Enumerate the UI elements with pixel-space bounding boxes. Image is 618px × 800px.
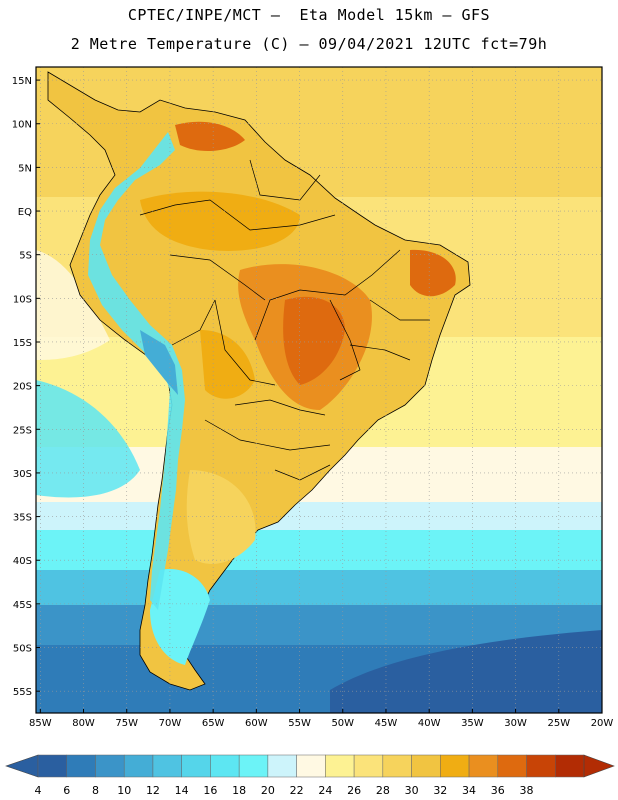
colorbar-arrow-right bbox=[583, 754, 615, 778]
lat-label: 5N bbox=[18, 163, 32, 174]
colorbar-label: 6 bbox=[63, 784, 70, 797]
colorbar-swatch bbox=[526, 754, 556, 778]
colorbar-label: 4 bbox=[35, 784, 42, 797]
lon-label: 85W bbox=[29, 718, 52, 729]
lon-label: 70W bbox=[159, 718, 182, 729]
lat-label: 15S bbox=[13, 338, 32, 349]
colorbar-swatch bbox=[468, 754, 499, 778]
colorbar-label: 22 bbox=[290, 784, 304, 797]
pacific-mild-zone bbox=[36, 250, 110, 360]
hot-core-northeast bbox=[410, 249, 456, 297]
lat-label: 35S bbox=[13, 513, 32, 524]
colorbar-label: 28 bbox=[376, 784, 390, 797]
colorbar-swatch bbox=[440, 754, 470, 778]
lat-label: 40S bbox=[13, 556, 32, 567]
colorbar-swatch bbox=[555, 754, 585, 778]
colorbar-arrow-left bbox=[5, 754, 39, 778]
colorbar-label: 34 bbox=[462, 784, 476, 797]
band-temperate bbox=[36, 502, 602, 530]
lat-label: 20S bbox=[13, 382, 32, 393]
lon-label: 75W bbox=[115, 718, 138, 729]
warm-chaco bbox=[200, 330, 255, 399]
lon-label: 50W bbox=[331, 718, 354, 729]
lat-label: 30S bbox=[13, 469, 32, 480]
country-borders bbox=[139, 159, 430, 481]
lon-label: 55W bbox=[288, 718, 311, 729]
lon-label: 80W bbox=[72, 718, 95, 729]
lat-label: 55S bbox=[13, 687, 32, 698]
colorbar-label: 18 bbox=[232, 784, 246, 797]
colorbar-swatch bbox=[497, 754, 527, 778]
colorbar-swatch bbox=[123, 754, 154, 778]
lat-label: 10N bbox=[12, 120, 32, 131]
colorbar-label: 10 bbox=[117, 784, 131, 797]
lon-label: 35W bbox=[461, 718, 484, 729]
colorbar-swatch bbox=[37, 754, 67, 778]
mild-patagonia bbox=[186, 470, 256, 564]
lat-label: EQ bbox=[18, 207, 32, 218]
lon-label: 60W bbox=[245, 718, 268, 729]
colorbar-label: 24 bbox=[318, 784, 332, 797]
colorbar-swatch bbox=[181, 754, 211, 778]
hot-core-inner bbox=[283, 296, 345, 385]
cold-pool-south-atlantic bbox=[330, 630, 602, 713]
lat-label: 10S bbox=[13, 294, 32, 305]
lon-label: 20W bbox=[591, 718, 614, 729]
lat-label: 45S bbox=[13, 600, 32, 611]
hot-core-venezuela bbox=[175, 121, 245, 152]
lat-label: 25S bbox=[13, 425, 32, 436]
colorbar-label: 30 bbox=[405, 784, 419, 797]
lat-label: 15N bbox=[12, 76, 32, 87]
andes-coldest-peaks bbox=[140, 330, 178, 395]
colorbar-label: 36 bbox=[491, 784, 505, 797]
band-cold bbox=[36, 570, 602, 605]
band-colder bbox=[36, 605, 602, 645]
colorbar: 4 6 8 10 12 14 16 18 20 22 24 26 28 30 32 34 36 38 bbox=[5, 754, 615, 797]
map-frame bbox=[35, 66, 603, 714]
colorbar-label: 16 bbox=[203, 784, 217, 797]
longitude-labels: 85W 80W 75W 70W 65W 60W 55W 50W 45W 40W 35W 30W 25W 2… bbox=[29, 709, 613, 729]
lon-label: 30W bbox=[504, 718, 527, 729]
colorbar-swatch bbox=[95, 754, 125, 778]
colorbar-swatch bbox=[210, 754, 240, 778]
lat-label: 5S bbox=[19, 251, 32, 262]
lon-label: 45W bbox=[375, 718, 398, 729]
map-title-line1: CPTEC/INPE/MCT – Eta Model 15km – GFS bbox=[127, 6, 491, 24]
colorbar-label: 20 bbox=[261, 784, 275, 797]
colorbar-swatch bbox=[267, 754, 297, 778]
band-cool bbox=[36, 530, 602, 570]
colorbar-label: 14 bbox=[175, 784, 189, 797]
latitude-labels: 15N 10N 5N EQ 5S 10S 15S 20S 25S 30S 35S 40S 45S 50S 5… bbox=[12, 76, 40, 698]
colorbar-label: 12 bbox=[146, 784, 160, 797]
colorbar-swatch bbox=[152, 754, 182, 778]
lon-label: 65W bbox=[202, 718, 225, 729]
colorbar-label: 8 bbox=[92, 784, 99, 797]
colorbar-swatch bbox=[325, 754, 355, 778]
lon-label: 40W bbox=[418, 718, 441, 729]
colorbar-swatch bbox=[353, 754, 384, 778]
lon-label: 25W bbox=[547, 718, 570, 729]
map-title-line2: 2 Metre Temperature (C) – 09/04/2021 12U… bbox=[70, 35, 548, 53]
lat-label: 50S bbox=[13, 644, 32, 655]
colorbar-swatch bbox=[296, 754, 326, 778]
temperature-map: 15N 10N 5N EQ 5S 10S 15S 20S 25S 30S 35S 40S 45S 50S 5… bbox=[12, 66, 613, 729]
colorbar-label: 38 bbox=[520, 784, 534, 797]
colorbar-labels: 4 6 8 10 12 14 16 18 20 22 24 26 28 30 32 34 36 38 bbox=[35, 784, 534, 797]
colorbar-swatch bbox=[382, 754, 412, 778]
colorbar-swatch bbox=[66, 754, 96, 778]
colorbar-label: 26 bbox=[347, 784, 361, 797]
colorbar-swatch bbox=[238, 754, 269, 778]
colorbar-label: 32 bbox=[433, 784, 447, 797]
cool-south-patagonia bbox=[150, 569, 210, 665]
warm-amazon bbox=[140, 191, 300, 251]
colorbar-swatch bbox=[411, 754, 441, 778]
pacific-cool-tongue bbox=[36, 380, 140, 498]
